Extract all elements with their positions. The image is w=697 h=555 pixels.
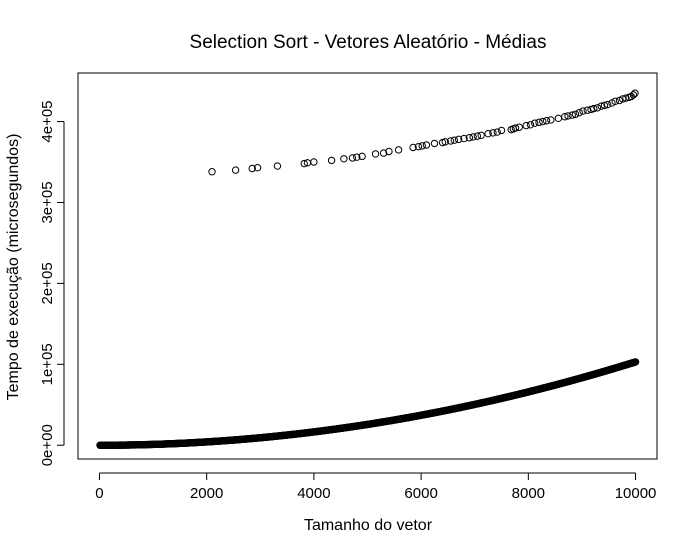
x-tick-label: 4000 [297,485,330,502]
data-point [526,121,535,129]
x-tick-label: 6000 [404,485,437,502]
data-point [600,101,609,110]
data-point [542,117,551,125]
data-point [460,134,468,143]
data-point [379,149,388,157]
y-tick-label: 0e+00 [39,424,56,466]
data-point [469,133,477,141]
x-tick-label: 8000 [512,485,545,502]
x-tick-label: 2000 [190,485,223,502]
data-point [348,154,357,162]
data-point [531,119,539,127]
data-point [310,158,318,166]
plot-area-frame [77,72,658,460]
y-tick-label: 2e+05 [39,262,56,304]
data-point [454,135,463,144]
data-point [631,89,639,97]
data-point [484,129,492,138]
data-point [253,163,262,172]
y-axis: 0e+00 1e+05 2e+05 3e+05 4e+05 [39,100,65,466]
x-axis-label: Tamanho do vetor [304,517,433,534]
data-point [571,110,580,118]
data-point [273,162,282,170]
data-point [422,141,431,149]
data-point [340,155,348,163]
data-point [327,156,336,165]
data-point [554,114,563,123]
data-point [535,118,543,127]
data-point [539,117,547,126]
data-point [300,159,308,168]
data-point [629,91,638,99]
data-point [248,164,256,173]
x-tick-label: 0 [95,485,103,502]
data-point [430,139,439,148]
data-point [418,142,426,150]
data-point [450,136,459,144]
data-point [489,129,497,137]
x-tick-label: 10000 [615,485,657,502]
data-point [611,97,619,106]
data-point [465,134,474,142]
data-point [385,147,393,156]
data-point [394,146,403,154]
data-point [631,358,640,366]
data-point [593,104,602,112]
data-point [564,112,572,120]
y-tick-label: 1e+05 [39,343,56,385]
data-point [522,121,530,130]
y-tick-label: 4e+05 [39,100,56,142]
data-point [414,142,423,151]
chart-title: Selection Sort - Vetores Aleatório - Méd… [190,32,547,53]
y-axis-label: Tempo de execução (microsegundos) [5,134,22,401]
data-point [353,153,361,161]
data-points [96,89,640,449]
data-point [493,128,501,136]
data-point [409,143,417,152]
data-point [622,94,630,102]
data-point [561,113,569,121]
data-point [358,152,366,161]
data-point [208,168,216,176]
y-tick-label: 3e+05 [39,181,56,223]
data-point [231,166,240,174]
data-point [371,150,380,158]
data-point [547,116,555,124]
data-point [568,111,576,119]
data-point [441,138,449,146]
data-point [579,107,587,115]
data-point [446,137,455,145]
data-point [603,100,612,109]
x-axis: 0 2000 4000 6000 8000 10000 [95,472,657,502]
data-point [590,104,598,113]
data-point [477,131,485,140]
data-point [515,123,523,131]
data-point [511,124,520,132]
data-point [473,132,482,140]
data-point [497,126,506,135]
data-point [575,108,583,117]
